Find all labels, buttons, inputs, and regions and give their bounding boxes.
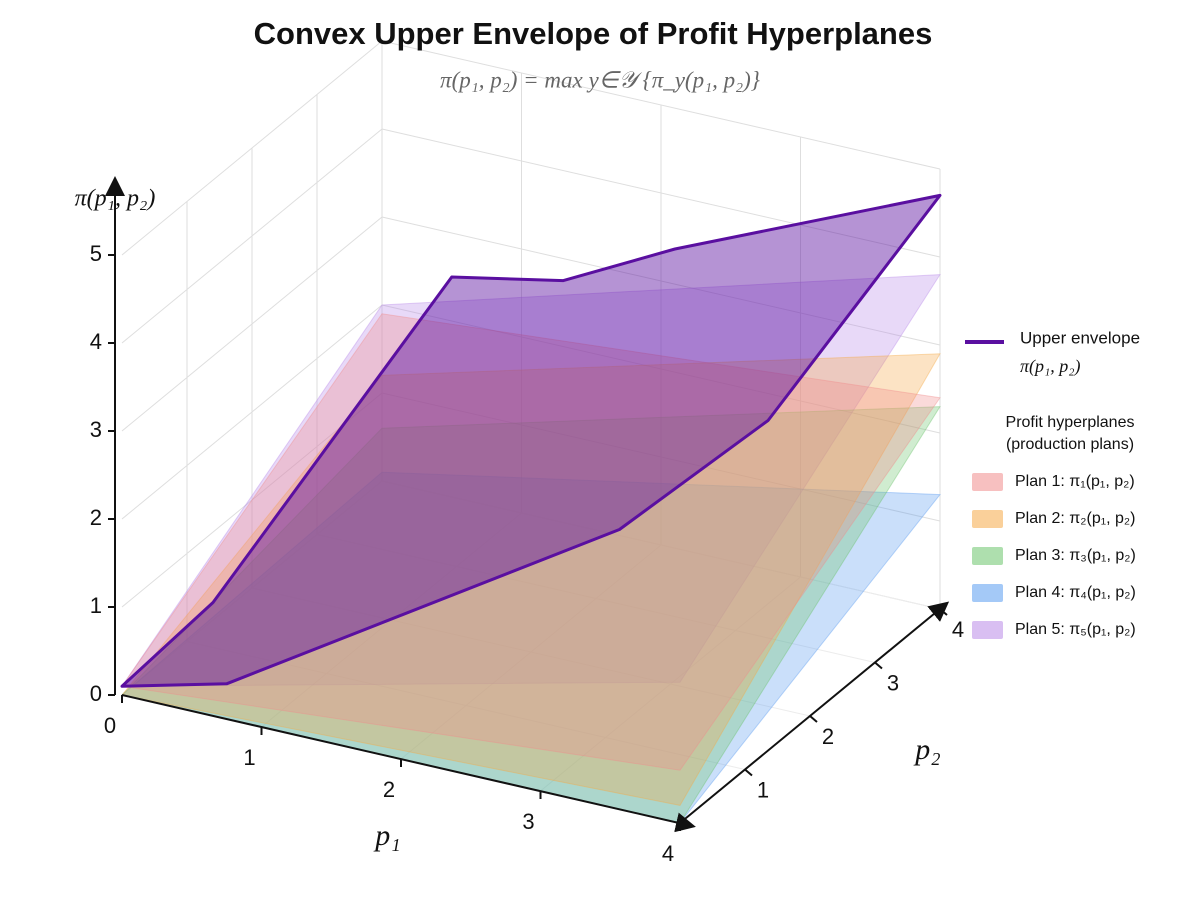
chart-title: Convex Upper Envelope of Profit Hyperpla… — [254, 16, 933, 51]
x-axis — [121, 694, 696, 833]
y-tick — [809, 715, 818, 723]
y-axis — [679, 601, 950, 824]
x-tick-label: 4 — [662, 841, 674, 866]
grid — [121, 40, 941, 824]
z-tick-label: 2 — [90, 505, 102, 530]
z-axis-label: π(p₁, p₂) — [75, 186, 156, 212]
legend-swatch — [972, 584, 1003, 602]
legend-swatch — [972, 621, 1003, 639]
plane — [121, 353, 941, 806]
y-tick-label: 2 — [822, 724, 834, 749]
y-tick — [744, 768, 753, 777]
x-tick-label: 1 — [243, 745, 255, 770]
axes: 0 1 2 3 4 5 0 1 2 3 4 1 2 3 4 — [90, 176, 964, 866]
x-tick-label: 3 — [522, 809, 534, 834]
z-tick-label: 1 — [90, 593, 102, 618]
z-tick-label: 3 — [90, 417, 102, 442]
legend-title: Profit hyperplanes — [1006, 414, 1135, 431]
y-tick — [939, 608, 948, 616]
planes — [120, 193, 942, 824]
legend-label: Plan 5: π₅(p₁, p₂) — [1015, 621, 1136, 638]
y-tick — [874, 661, 883, 670]
upper-envelope — [120, 193, 942, 688]
chart-subtitle: π(p₁, p₂) = max y∈𝒴 {π_y(p₁, p₂)} — [440, 67, 760, 92]
y-tick-label: 4 — [952, 617, 964, 642]
legend-swatch — [972, 510, 1003, 528]
legend-label: π(p₁, p₂) — [1020, 356, 1081, 377]
legend-swatch — [972, 547, 1003, 565]
z-tick-label: 4 — [90, 329, 102, 354]
x-axis-label: p₁ — [373, 819, 400, 852]
legend-swatch — [972, 473, 1003, 491]
legend-label: Upper envelope — [1020, 328, 1140, 347]
legend: Upper envelope π(p₁, p₂) Profit hyperplane… — [965, 328, 1140, 639]
z-tick-label: 5 — [90, 241, 102, 266]
x-tick-label: 0 — [104, 713, 116, 738]
legend-label: Plan 1: π₁(p₁, p₂) — [1015, 473, 1135, 490]
grid-line — [316, 534, 876, 663]
x-tick-label: 2 — [383, 777, 395, 802]
grid-line — [251, 587, 811, 717]
plane — [121, 274, 941, 687]
y-axis-label: p₂ — [913, 733, 940, 766]
y-tick-label: 1 — [757, 777, 769, 802]
z-tick-label: 0 — [90, 681, 102, 706]
grid-line — [381, 480, 941, 610]
legend-label: Plan 2: π₂(p₁, p₂) — [1015, 510, 1135, 527]
y-tick-label: 3 — [887, 670, 899, 695]
plane — [121, 313, 941, 771]
legend-label: Plan 4: π₄(p₁, p₂) — [1015, 584, 1136, 601]
legend-title: (production plans) — [1006, 436, 1134, 453]
legend-label: Plan 3: π₃(p₁, p₂) — [1015, 547, 1136, 564]
